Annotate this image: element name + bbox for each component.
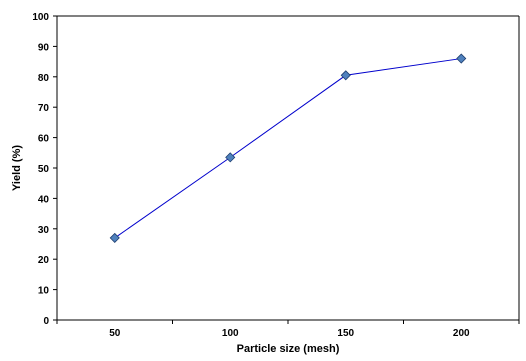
y-tick-label: 60 <box>38 134 50 145</box>
y-tick-label: 100 <box>32 12 49 23</box>
y-tick-label: 70 <box>38 103 50 114</box>
x-axis-label: Particle size (mesh) <box>237 343 340 355</box>
x-tick-label: 100 <box>222 328 239 339</box>
x-axis-ticks: 50 100 150 200 <box>56 320 520 339</box>
y-axis-ticks: 0 10 20 30 40 50 60 70 80 90 100 <box>32 12 57 327</box>
series-layer <box>109 53 467 243</box>
y-tick-label: 90 <box>38 42 50 53</box>
x-tick-label: 50 <box>109 328 121 339</box>
y-tick-label: 20 <box>38 255 50 266</box>
data-point-marker <box>340 70 351 81</box>
x-tick-label: 200 <box>453 328 470 339</box>
axes <box>56 15 520 321</box>
y-tick-label: 10 <box>38 286 50 297</box>
data-point-marker <box>456 53 467 64</box>
y-tick-label: 30 <box>38 225 50 236</box>
data-point-marker <box>225 152 236 163</box>
y-tick-label: 0 <box>43 316 49 327</box>
data-point-marker <box>109 232 120 243</box>
y-axis-label: Yield (%) <box>11 145 23 191</box>
y-tick-label: 80 <box>38 73 50 84</box>
y-tick-label: 50 <box>38 164 50 175</box>
y-tick-label: 40 <box>38 194 50 205</box>
x-tick-label: 150 <box>337 328 354 339</box>
series-line <box>114 58 462 239</box>
